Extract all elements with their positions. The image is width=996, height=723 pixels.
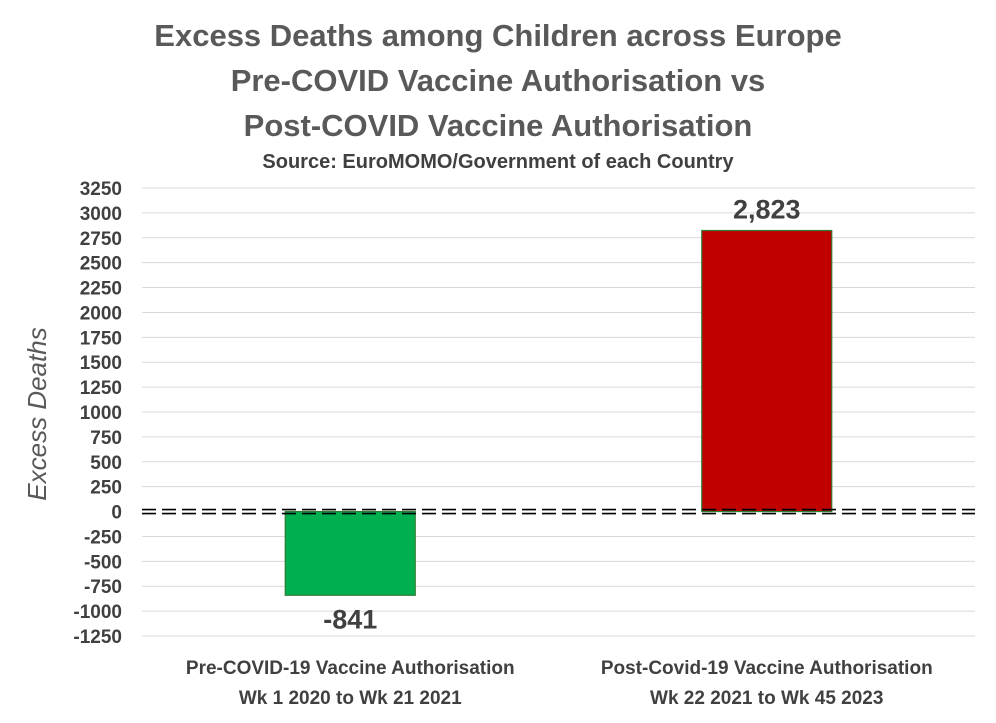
data-label: 2,823 bbox=[733, 195, 801, 225]
y-tick-label: 1500 bbox=[80, 353, 122, 374]
y-tick-label: -1000 bbox=[73, 602, 122, 623]
y-tick-label: 500 bbox=[90, 453, 122, 474]
y-tick-label: 3250 bbox=[80, 179, 122, 200]
y-tick-label: 2000 bbox=[80, 303, 122, 324]
chart-title-line-3: Post-COVID Vaccine Authorisation bbox=[243, 108, 753, 143]
y-tick-label: 2500 bbox=[80, 254, 122, 275]
y-tick-label: -250 bbox=[84, 527, 122, 548]
bar bbox=[284, 510, 416, 596]
y-tick-label: 1750 bbox=[80, 328, 122, 349]
x-category-label: Post-Covid-19 Vaccine Authorisation bbox=[601, 658, 933, 679]
y-tick-label: 1250 bbox=[80, 378, 122, 399]
y-tick-label: -750 bbox=[84, 577, 122, 598]
y-tick-label: -500 bbox=[84, 552, 122, 573]
y-tick-label: 0 bbox=[111, 503, 122, 524]
data-label: -841 bbox=[323, 604, 377, 634]
y-tick-label: 750 bbox=[90, 428, 122, 449]
chart-title-line-1: Excess Deaths among Children across Euro… bbox=[154, 18, 842, 53]
y-tick-label: 2750 bbox=[80, 229, 122, 250]
x-category-label: Wk 22 2021 to Wk 45 2023 bbox=[650, 688, 883, 709]
y-tick-label: 2250 bbox=[80, 279, 122, 300]
chart-title-line-2: Pre-COVID Vaccine Authorisation vs bbox=[230, 63, 766, 98]
bar bbox=[701, 229, 833, 513]
y-tick-label: 250 bbox=[90, 478, 122, 499]
y-tick-label: 3000 bbox=[80, 204, 122, 225]
y-tick-label: -1250 bbox=[73, 627, 122, 648]
x-category-label: Wk 1 2020 to Wk 21 2021 bbox=[239, 688, 462, 709]
chart-subtitle: Source: EuroMOMO/Government of each Coun… bbox=[262, 151, 734, 173]
y-tick-label: 1000 bbox=[80, 403, 122, 424]
y-axis-label: Excess Deaths bbox=[22, 327, 52, 500]
x-category-label: Pre-COVID-19 Vaccine Authorisation bbox=[186, 658, 515, 679]
